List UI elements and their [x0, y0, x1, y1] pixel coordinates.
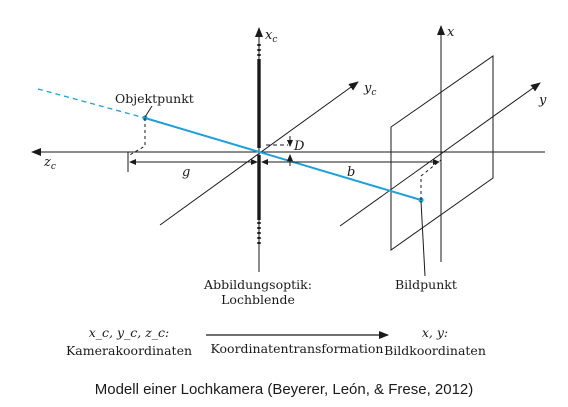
zc-axis-label: zc [43, 155, 56, 172]
footer-left-line1: x_c, y_c, z_c: [89, 325, 170, 340]
footer-right-line2: Bildkoordinaten [384, 343, 486, 358]
dist-g-label: g [182, 165, 190, 180]
bildpunkt-leader [420, 200, 426, 277]
ray-dashed-segment [37, 88, 146, 119]
offset-d-label: D [293, 139, 305, 154]
optik-label-line2: Lochblende [221, 292, 295, 307]
optik-label-line1: Abbildungsoptik: [203, 277, 312, 292]
xc-axis-label: xc [265, 28, 277, 45]
footer-left-line2: Kamerakoordinaten [66, 343, 192, 358]
figure-caption: Modell einer Lochkamera (Beyerer, León, … [95, 381, 474, 398]
y-axis-label: y [538, 93, 547, 108]
transform-label: Koordinatentransformation [211, 341, 384, 356]
objektpunkt-leader [144, 105, 153, 118]
image-projection-dashes [420, 159, 442, 200]
objektpunkt-label: Objektpunkt [115, 91, 194, 106]
yc-axis-label: yc [363, 81, 376, 98]
x-axis-label: x [447, 25, 455, 40]
image-plane [390, 55, 494, 251]
object-projection-dashes [127, 118, 146, 157]
dist-b-label: b [347, 165, 355, 180]
yc-axis-line [159, 81, 359, 226]
footer-right-line1: x, y: [422, 325, 448, 340]
bildpunkt-label: Bildpunkt [395, 277, 457, 292]
ray-line [144, 117, 422, 201]
y-axis-line [339, 82, 541, 227]
